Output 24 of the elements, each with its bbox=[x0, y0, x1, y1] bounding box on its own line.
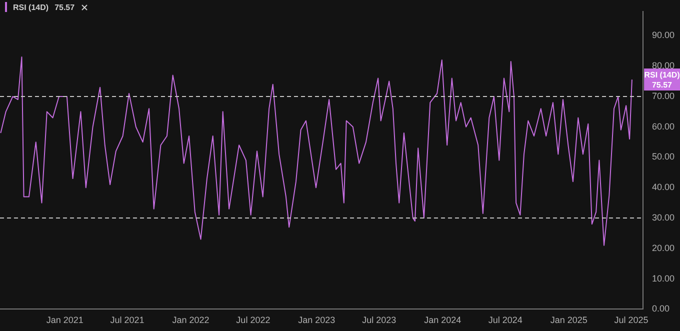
x-tick-label: Jul 2022 bbox=[236, 315, 270, 326]
text: 75.57 bbox=[54, 2, 75, 12]
x-tick-label: Jul 2021 bbox=[110, 315, 144, 326]
x-tick-label: Jan 2022 bbox=[172, 315, 210, 326]
x-tick-label: Jul 2025 bbox=[614, 315, 648, 326]
y-tick-label: 50.00 bbox=[652, 152, 675, 162]
y-tick-label: 0.00 bbox=[652, 304, 670, 314]
text: RSI (14D) bbox=[644, 70, 680, 80]
x-tick-label: Jan 2024 bbox=[424, 315, 462, 326]
y-tick-label: 70.00 bbox=[652, 90, 675, 101]
annotation: 75.57 bbox=[652, 80, 673, 90]
y-tick-label: 20.00 bbox=[652, 242, 675, 253]
y-tick-label: 90.00 bbox=[652, 30, 675, 40]
legend-label: RSI (14D) bbox=[13, 2, 49, 12]
x-tick-label: Jan 2023 bbox=[298, 315, 336, 326]
x-tick-label: Jul 2024 bbox=[488, 315, 522, 326]
x-tick-label: Jan 2025 bbox=[550, 315, 588, 326]
y-tick-label: 40.00 bbox=[652, 182, 675, 192]
y-tick-label: 80.00 bbox=[652, 60, 675, 71]
x-tick-label: Jan 2021 bbox=[46, 315, 84, 326]
y-tick-label: 10.00 bbox=[652, 273, 675, 284]
y-tick-label: 30.00 bbox=[652, 212, 675, 223]
y-tick-label: 60.00 bbox=[652, 121, 675, 132]
x-tick-label: Jul 2023 bbox=[362, 315, 396, 326]
